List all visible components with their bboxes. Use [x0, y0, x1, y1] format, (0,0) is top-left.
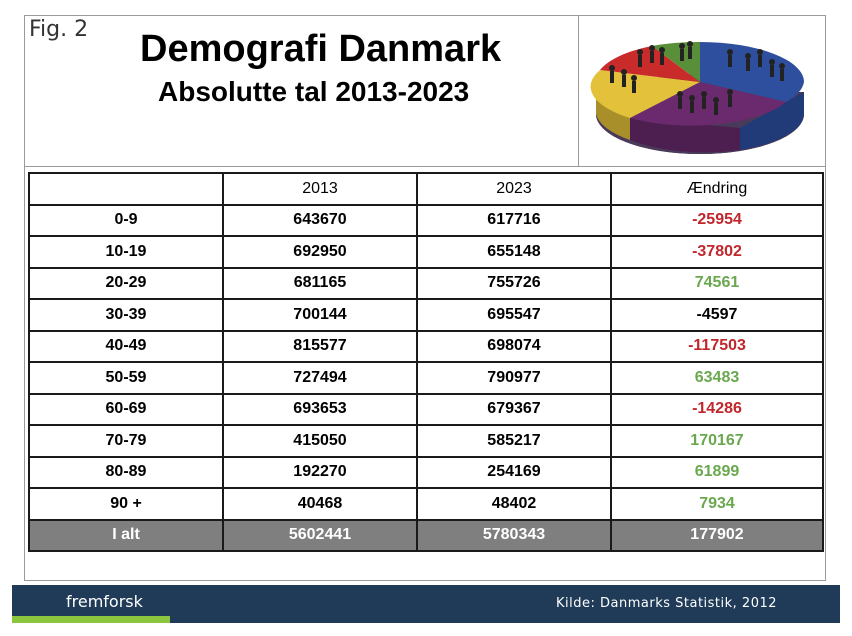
column-header-change: Ændring: [610, 172, 824, 206]
change-cell: -25954: [610, 203, 824, 237]
value-2013-cell: 192270: [222, 455, 418, 489]
value-2013-cell: 40468: [222, 487, 418, 521]
page-subtitle: Absolutte tal 2013-2023: [158, 76, 470, 107]
people-pie-chart-icon: [590, 22, 812, 162]
age-group-cell: 80-89: [28, 455, 224, 489]
change-cell: -14286: [610, 392, 824, 426]
table-body: 0-9 643670 617716 -25954 10-19 692950 655148 -3…: [28, 203, 824, 552]
table-row: 30-39 700144 695547 -4597: [28, 298, 824, 332]
total-change-cell: 177902: [610, 518, 824, 552]
value-2013-cell: 693653: [222, 392, 418, 426]
value-2023-cell: 755726: [416, 266, 612, 300]
value-2023-cell: 695547: [416, 298, 612, 332]
total-2023-cell: 5780343: [416, 518, 612, 552]
age-group-cell: 20-29: [28, 266, 224, 300]
value-2023-cell: 698074: [416, 329, 612, 363]
header-panel: [24, 15, 826, 167]
table-row: 0-9 643670 617716 -25954: [28, 203, 824, 237]
brand-logo-text: fremforsk: [66, 592, 143, 611]
age-group-cell: 60-69: [28, 392, 224, 426]
age-group-cell: 70-79: [28, 424, 224, 458]
change-cell: 63483: [610, 361, 824, 395]
header-divider: [578, 15, 579, 167]
change-cell: 170167: [610, 424, 824, 458]
change-cell: -37802: [610, 235, 824, 269]
value-2013-cell: 415050: [222, 424, 418, 458]
value-2013-cell: 643670: [222, 203, 418, 237]
value-2023-cell: 679367: [416, 392, 612, 426]
value-2023-cell: 790977: [416, 361, 612, 395]
age-group-cell: 10-19: [28, 235, 224, 269]
value-2013-cell: 681165: [222, 266, 418, 300]
demographics-table: 2013 2023 Ændring 0-9 643670 617716 -25954 1…: [28, 172, 824, 552]
column-header-2013: 2013: [222, 172, 418, 206]
figure-label: Fig. 2: [29, 17, 89, 42]
total-2013-cell: 5602441: [222, 518, 418, 552]
total-row: I alt 5602441 5780343 177902: [28, 518, 824, 552]
age-group-cell: 40-49: [28, 329, 224, 363]
change-cell: -117503: [610, 329, 824, 363]
column-header-2023: 2023: [416, 172, 612, 206]
table-row: 80-89 192270 254169 61899: [28, 455, 824, 489]
value-2023-cell: 254169: [416, 455, 612, 489]
age-group-cell: 90 +: [28, 487, 224, 521]
table-row: 70-79 415050 585217 170167: [28, 424, 824, 458]
table-row: 90 +40468 48402 7934: [28, 487, 824, 521]
table-row: 40-49 815577 698074 -117503: [28, 329, 824, 363]
value-2013-cell: 815577: [222, 329, 418, 363]
value-2023-cell: 48402: [416, 487, 612, 521]
slide-frame: [24, 15, 826, 581]
change-cell: 74561: [610, 266, 824, 300]
age-group-cell: 0-9: [28, 203, 224, 237]
table-row: 50-59 727494 790977 63483: [28, 361, 824, 395]
age-group-cell: 30-39: [28, 298, 224, 332]
table-row: 60-69 693653 679367 -14286: [28, 392, 824, 426]
value-2023-cell: 617716: [416, 203, 612, 237]
footer-accent-bar: [12, 616, 170, 623]
page-title: Demografi Danmark: [140, 28, 502, 70]
column-header-age: [28, 172, 224, 206]
table-header-row: 2013 2023 Ændring: [28, 172, 824, 206]
age-group-cell: 50-59: [28, 361, 224, 395]
value-2013-cell: 727494: [222, 361, 418, 395]
value-2023-cell: 655148: [416, 235, 612, 269]
change-cell: 61899: [610, 455, 824, 489]
table-row: 20-29 681165 755726 74561: [28, 266, 824, 300]
source-citation: Kilde: Danmarks Statistik, 2012: [556, 596, 778, 611]
change-cell: 7934: [610, 487, 824, 521]
total-label-cell: I alt: [28, 518, 224, 552]
value-2013-cell: 700144: [222, 298, 418, 332]
value-2013-cell: 692950: [222, 235, 418, 269]
table-row: 10-19 692950 655148 -37802: [28, 235, 824, 269]
value-2023-cell: 585217: [416, 424, 612, 458]
change-cell: -4597: [610, 298, 824, 332]
